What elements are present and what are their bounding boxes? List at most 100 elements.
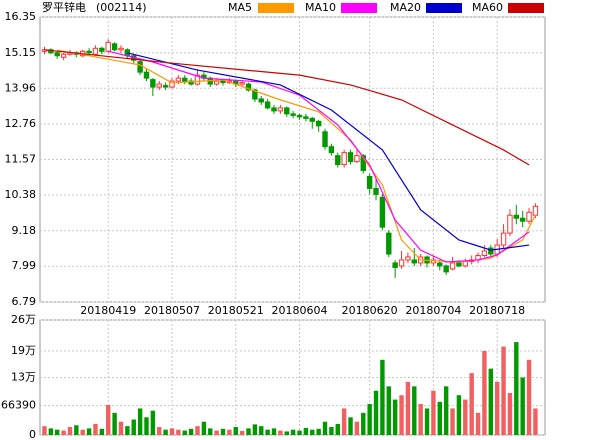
candle-body bbox=[405, 256, 411, 261]
legend-label: MA5 bbox=[228, 1, 252, 14]
volume-bar bbox=[201, 421, 207, 435]
volume-tick-label: 26万 bbox=[11, 313, 36, 326]
volume-bar bbox=[418, 404, 423, 435]
volume-bar bbox=[386, 386, 391, 435]
stock-code: (002114) bbox=[96, 1, 147, 14]
volume-bar bbox=[195, 426, 200, 435]
volume-bar bbox=[220, 428, 226, 435]
candle-body bbox=[500, 232, 507, 246]
volume-bar bbox=[316, 428, 321, 435]
candle-body bbox=[379, 196, 386, 228]
volume-tick-label: 0 bbox=[29, 428, 36, 440]
candle-body bbox=[303, 116, 309, 119]
volume-bar bbox=[112, 412, 117, 435]
candle-body bbox=[392, 262, 398, 268]
volume-bar bbox=[431, 390, 436, 435]
volume-bar bbox=[526, 359, 532, 435]
candle-body bbox=[322, 131, 328, 148]
volume-bar bbox=[520, 377, 525, 435]
volume-bar bbox=[501, 346, 506, 435]
y-tick-label: 7.99 bbox=[12, 259, 37, 272]
volume-bar bbox=[74, 425, 79, 435]
chart-title: 罗平锌电 bbox=[42, 0, 86, 14]
candle-body bbox=[481, 250, 488, 256]
candle-body bbox=[99, 47, 105, 52]
candle-body bbox=[373, 187, 379, 195]
volume-bar bbox=[61, 430, 66, 435]
y-tick-label: 12.76 bbox=[5, 117, 37, 130]
candle-body bbox=[213, 80, 220, 85]
candle-body bbox=[162, 85, 169, 88]
ma-line bbox=[108, 50, 530, 263]
candle-body bbox=[341, 152, 347, 166]
y-tick-label: 13.96 bbox=[5, 81, 37, 94]
volume-bar bbox=[450, 408, 455, 435]
x-tick-label: 20180704 bbox=[405, 304, 461, 317]
candle-body bbox=[456, 262, 462, 267]
candle-body bbox=[169, 80, 175, 88]
volume-bar bbox=[373, 390, 379, 435]
volume-bar bbox=[252, 424, 258, 435]
volume-bar bbox=[399, 395, 404, 435]
candle-body bbox=[526, 211, 532, 222]
candle-body bbox=[194, 74, 201, 85]
volume-bar bbox=[239, 431, 245, 435]
volume-bar bbox=[278, 430, 283, 435]
volume-bar bbox=[392, 399, 398, 435]
y-tick-label: 6.79 bbox=[12, 295, 37, 308]
volume-bar bbox=[182, 430, 187, 435]
candle-body bbox=[519, 217, 526, 222]
volume-bar bbox=[361, 412, 366, 435]
candle-body bbox=[220, 80, 226, 84]
volume-bar bbox=[125, 426, 130, 435]
volume-bar bbox=[118, 421, 124, 435]
volume-bar bbox=[367, 404, 372, 435]
ma-line bbox=[57, 49, 536, 263]
candle-body bbox=[258, 98, 264, 103]
volume-bar bbox=[284, 431, 289, 435]
candle-body bbox=[137, 61, 143, 73]
volume-bar bbox=[227, 429, 232, 435]
legend-swatch bbox=[426, 3, 462, 13]
legend-swatch bbox=[508, 3, 544, 13]
volume-bar bbox=[246, 428, 251, 435]
volume-bar bbox=[214, 430, 219, 435]
candle-body bbox=[430, 259, 437, 264]
candle-body bbox=[360, 155, 366, 172]
volume-bar bbox=[514, 342, 519, 435]
candle-body bbox=[86, 50, 92, 54]
volume-bar bbox=[412, 386, 417, 435]
volume-bar bbox=[507, 392, 513, 435]
legend-label: MA60 bbox=[472, 1, 503, 14]
candle-body bbox=[264, 101, 271, 109]
candle-body bbox=[245, 83, 252, 91]
x-tick-label: 20180604 bbox=[272, 304, 328, 317]
volume-bar bbox=[208, 428, 213, 435]
candle-body bbox=[366, 175, 373, 189]
volume-bar bbox=[329, 427, 334, 435]
volume-bar bbox=[456, 395, 462, 435]
volume-bar bbox=[93, 423, 98, 435]
volume-bar bbox=[99, 428, 105, 435]
candle-body bbox=[513, 214, 520, 219]
volume-tick-label: 66390 bbox=[1, 399, 36, 412]
candle-body bbox=[532, 205, 539, 216]
volume-tick-label: 19万 bbox=[11, 344, 36, 357]
volume-bar bbox=[169, 428, 175, 435]
legend-swatch bbox=[341, 3, 377, 13]
volume-bar bbox=[67, 427, 73, 435]
x-tick-label: 20180620 bbox=[342, 304, 398, 317]
candle-body bbox=[188, 80, 194, 85]
volume-bar bbox=[80, 429, 85, 435]
volume-bar bbox=[157, 427, 162, 435]
volume-bar bbox=[290, 429, 296, 435]
candle-body bbox=[437, 262, 443, 267]
candle-body bbox=[92, 47, 99, 55]
ma-line bbox=[44, 49, 530, 166]
candle-body bbox=[398, 259, 405, 267]
candle-body bbox=[175, 77, 182, 82]
candle-body bbox=[335, 155, 341, 166]
candle-body bbox=[315, 120, 322, 127]
y-tick-label: 10.38 bbox=[5, 188, 37, 201]
volume-bar bbox=[424, 408, 430, 435]
